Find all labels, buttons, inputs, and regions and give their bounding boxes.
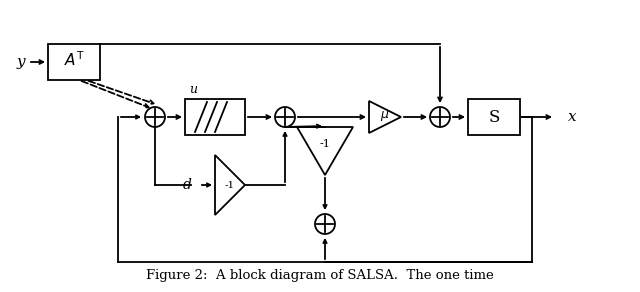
Text: -1: -1 (319, 139, 330, 149)
Text: x: x (568, 110, 577, 124)
Text: Figure 2:  A block diagram of SALSA.  The one time: Figure 2: A block diagram of SALSA. The … (146, 269, 494, 282)
Text: $\mu$: $\mu$ (380, 109, 390, 123)
Text: u: u (189, 83, 197, 96)
Bar (468, 99, 520, 135)
Text: S: S (488, 109, 500, 126)
Bar (185, 99, 245, 135)
Text: $A^\mathsf{T}$: $A^\mathsf{T}$ (63, 51, 84, 69)
Text: y: y (17, 55, 26, 69)
Bar (48, 44, 100, 80)
Text: d: d (182, 178, 191, 192)
Text: -1: -1 (225, 180, 235, 190)
